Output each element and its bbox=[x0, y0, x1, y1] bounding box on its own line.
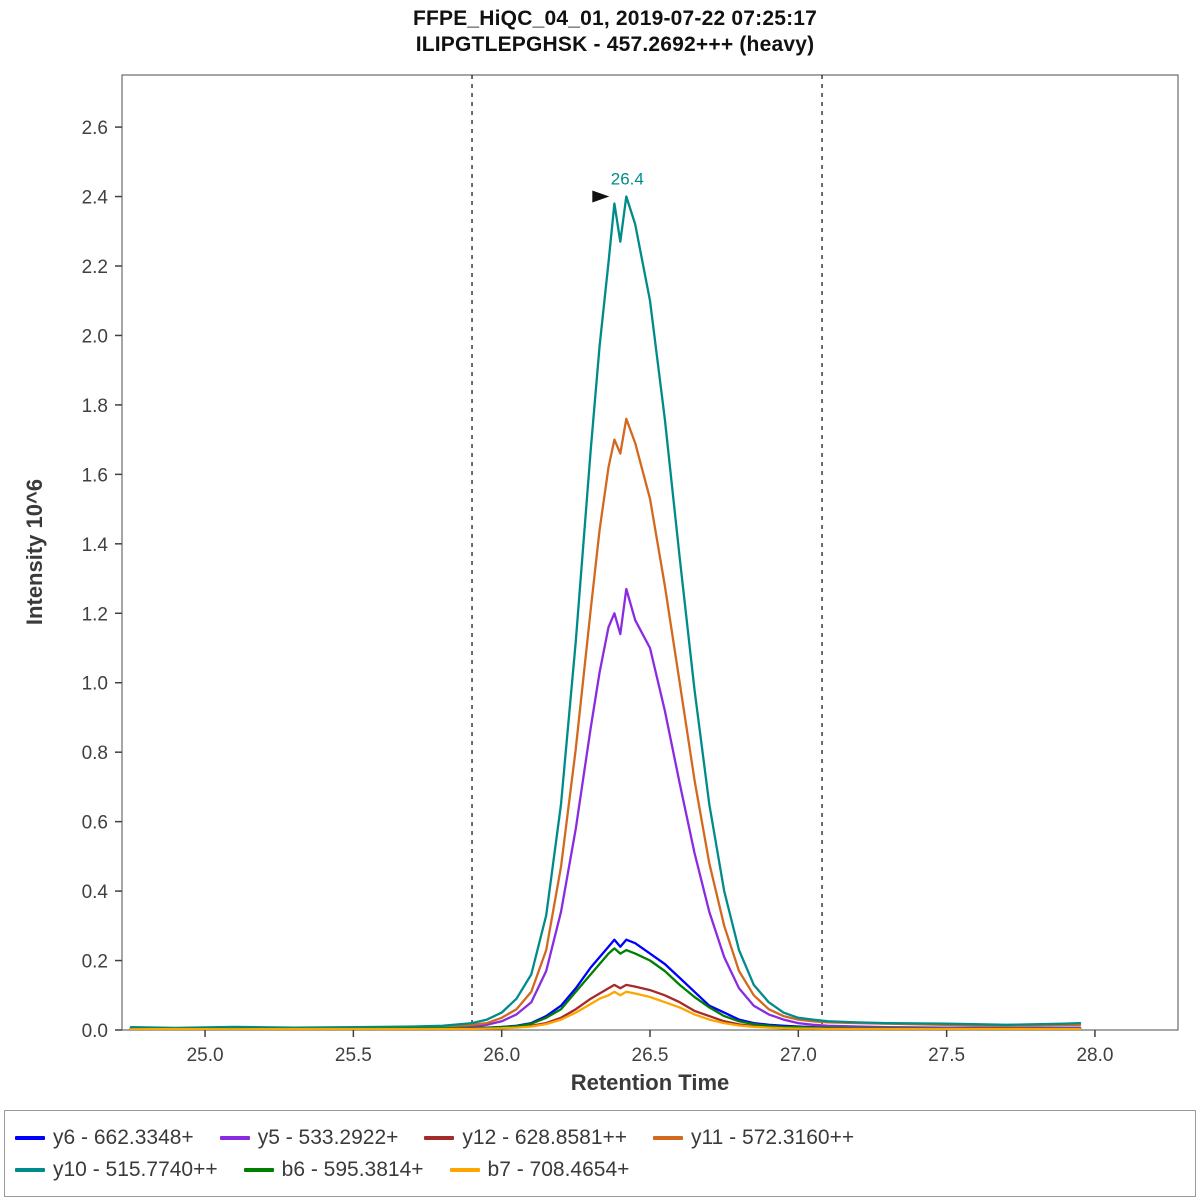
legend-label: b6 - 595.3814+ bbox=[281, 1157, 424, 1181]
chart-title: FFPE_HiQC_04_01, 2019-07-22 07:25:17 bbox=[412, 7, 818, 30]
legend-item: b6 - 595.3814+ bbox=[243, 1157, 424, 1182]
x-tick-label: 28.0 bbox=[1076, 1045, 1113, 1066]
x-tick-label: 25.5 bbox=[335, 1045, 372, 1066]
x-tick-label: 27.5 bbox=[928, 1045, 965, 1066]
chromatogram-trace bbox=[129, 195, 1082, 1030]
x-tick-label: 26.5 bbox=[632, 1045, 669, 1066]
x-tick-label: 27.0 bbox=[780, 1045, 817, 1066]
y-tick-label: 2.4 bbox=[82, 188, 109, 209]
legend-swatch-icon bbox=[424, 1135, 455, 1140]
peak-arrow-icon bbox=[592, 190, 610, 203]
legend-label: y12 - 628.8581++ bbox=[462, 1125, 628, 1149]
y-tick-label: 1.6 bbox=[82, 465, 108, 486]
legend-item: b7 - 708.4654+ bbox=[449, 1157, 630, 1182]
legend-label: y10 - 515.7740++ bbox=[53, 1157, 218, 1181]
legend-swatch-icon bbox=[15, 1135, 45, 1140]
peak-rt-label: 26.4 bbox=[611, 170, 644, 189]
legend-row-2: y10 - 515.7740++ b6 - 595.3814+ b7 - 708.4… bbox=[15, 1158, 1185, 1182]
legend-item: y10 - 515.7740++ bbox=[15, 1158, 218, 1182]
y-axis-title: Intensity 10^6 bbox=[22, 479, 47, 625]
y-tick-label: 2.6 bbox=[82, 118, 108, 139]
legend-label: y5 - 533.2922+ bbox=[257, 1125, 399, 1149]
legend-label: y6 - 662.3348+ bbox=[53, 1125, 194, 1149]
chromatogram-trace bbox=[129, 938, 1082, 1030]
chromatogram-trace bbox=[129, 417, 1082, 1030]
legend-swatch-icon bbox=[449, 1167, 480, 1172]
chromatogram-trace bbox=[129, 983, 1082, 1030]
y-tick-label: 0.2 bbox=[82, 952, 108, 973]
legend-swatch-icon bbox=[653, 1135, 684, 1140]
y-tick-label: 1.8 bbox=[82, 396, 108, 417]
chart-title-block: FFPE_HiQC_04_01, 2019-07-22 07:25:17 ILI… bbox=[60, 6, 1170, 58]
y-tick-label: 1.2 bbox=[82, 604, 108, 625]
chromatogram-trace bbox=[129, 587, 1082, 1030]
legend-swatch-icon bbox=[219, 1135, 250, 1140]
y-tick-label: 2.2 bbox=[82, 257, 108, 278]
y-tick-label: 1.4 bbox=[82, 535, 109, 556]
y-tick-label: 2.0 bbox=[82, 326, 108, 347]
plot-border bbox=[121, 74, 1179, 1031]
legend-item: y6 - 662.3348+ bbox=[15, 1126, 194, 1150]
x-axis-title: Retention Time bbox=[571, 1070, 730, 1095]
legend-swatch-icon bbox=[15, 1167, 45, 1172]
legend: y6 - 662.3348+ y5 - 533.2922+ y12 - 628.85… bbox=[4, 1110, 1196, 1197]
legend-row-1: y6 - 662.3348+ y5 - 533.2922+ y12 - 628.85… bbox=[15, 1126, 1185, 1150]
legend-label: b7 - 708.4654+ bbox=[487, 1157, 630, 1181]
x-tick-label: 25.0 bbox=[187, 1045, 224, 1066]
legend-item: y12 - 628.8581++ bbox=[424, 1126, 627, 1150]
chart-subtitle: ILIPGTLEPGHSK - 457.2692+++ (heavy) bbox=[415, 33, 815, 56]
chromatogram-trace bbox=[129, 947, 1082, 1030]
chromatogram-trace bbox=[129, 990, 1082, 1030]
x-tick-label: 26.0 bbox=[483, 1045, 520, 1066]
y-tick-label: 0.4 bbox=[82, 882, 109, 903]
legend-item: y11 - 572.3160++ bbox=[653, 1126, 854, 1150]
y-tick-label: 1.0 bbox=[82, 674, 108, 695]
legend-swatch-icon bbox=[243, 1167, 274, 1172]
legend-item: y5 - 533.2922+ bbox=[219, 1125, 399, 1150]
y-tick-label: 0.0 bbox=[82, 1021, 108, 1042]
y-tick-label: 0.6 bbox=[82, 813, 108, 834]
y-tick-label: 0.8 bbox=[82, 743, 108, 764]
legend-label: y11 - 572.3160++ bbox=[691, 1125, 855, 1149]
